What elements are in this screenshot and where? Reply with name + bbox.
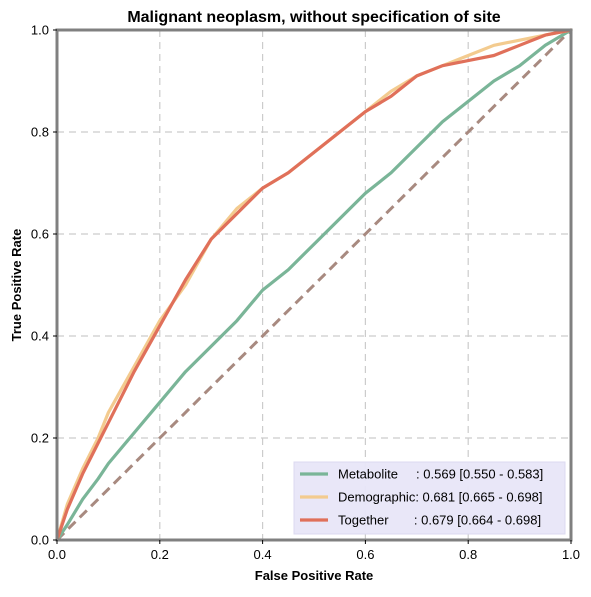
x-tick-label: 0.6	[356, 547, 374, 562]
y-tick-label: 0.6	[31, 227, 49, 242]
x-axis-label: False Positive Rate	[255, 568, 374, 583]
x-tick-label: 0.2	[151, 547, 169, 562]
x-tick-label: 0.0	[48, 547, 66, 562]
y-tick-label: 1.0	[31, 23, 49, 38]
x-tick-label: 1.0	[562, 547, 580, 562]
legend-label: Metabolite : 0.569 [0.550 - 0.583]	[338, 467, 543, 482]
chart-title: Malignant neoplasm, without specificatio…	[127, 9, 500, 26]
legend-label: Demographic: 0.681 [0.665 - 0.698]	[338, 490, 543, 505]
y-axis-label: True Positive Rate	[9, 229, 24, 342]
legend: Metabolite : 0.569 [0.550 - 0.583] Demogr…	[294, 462, 565, 534]
y-tick-label: 0.8	[31, 125, 49, 140]
x-tick-label: 0.4	[254, 547, 272, 562]
x-tick-label: 0.8	[459, 547, 477, 562]
legend-label: Together : 0.679 [0.664 - 0.698]	[338, 513, 541, 528]
y-tick-label: 0.2	[31, 431, 49, 446]
y-tick-label: 0.4	[31, 329, 49, 344]
y-tick-label: 0.0	[31, 533, 49, 548]
